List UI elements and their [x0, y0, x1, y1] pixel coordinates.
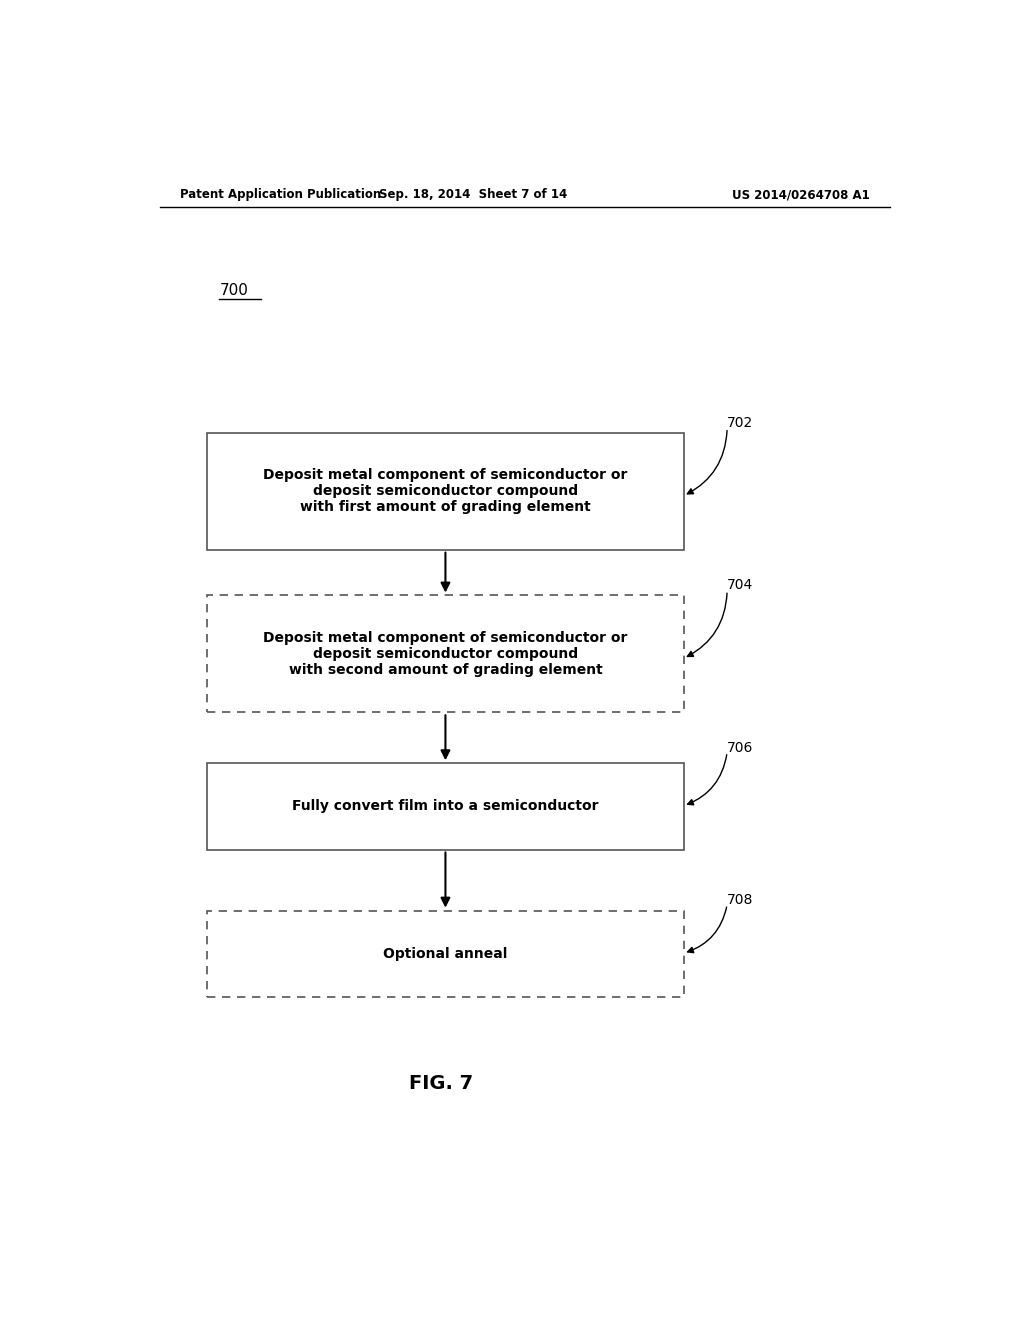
Text: US 2014/0264708 A1: US 2014/0264708 A1 [732, 189, 870, 202]
Text: Deposit metal component of semiconductor or
deposit semiconductor compound
with : Deposit metal component of semiconductor… [263, 631, 628, 677]
FancyBboxPatch shape [207, 911, 684, 997]
Text: Optional anneal: Optional anneal [383, 946, 508, 961]
Text: Sep. 18, 2014  Sheet 7 of 14: Sep. 18, 2014 Sheet 7 of 14 [379, 189, 567, 202]
Text: FIG. 7: FIG. 7 [410, 1074, 473, 1093]
Text: 700: 700 [219, 282, 248, 298]
Text: 704: 704 [727, 578, 754, 593]
Text: Fully convert film into a semiconductor: Fully convert film into a semiconductor [292, 800, 599, 813]
FancyBboxPatch shape [207, 433, 684, 549]
FancyBboxPatch shape [207, 763, 684, 850]
Text: 702: 702 [727, 416, 754, 430]
Text: Patent Application Publication: Patent Application Publication [179, 189, 381, 202]
Text: 706: 706 [727, 741, 754, 755]
FancyBboxPatch shape [207, 595, 684, 713]
Text: 708: 708 [727, 894, 754, 907]
Text: Deposit metal component of semiconductor or
deposit semiconductor compound
with : Deposit metal component of semiconductor… [263, 469, 628, 515]
